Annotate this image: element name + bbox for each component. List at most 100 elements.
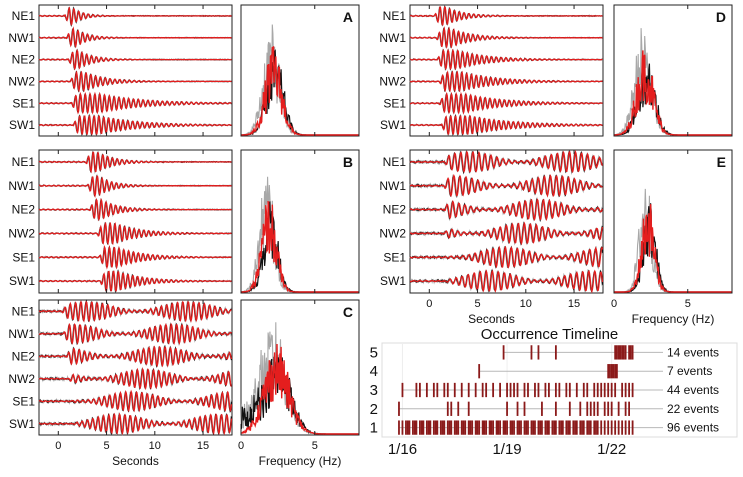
panel-letter-D: D <box>716 9 726 25</box>
spectrum-axes-frame <box>240 4 360 137</box>
trace-NW1-red <box>39 26 232 49</box>
spectrum-red <box>241 46 359 136</box>
trace-NE2-red <box>38 48 232 71</box>
x-tick-label: 0 <box>238 440 244 452</box>
spectrum-panel-D: D <box>613 4 733 137</box>
x-axis-label: Frequency (Hz) <box>259 454 342 468</box>
trace-NE1-red <box>38 151 232 174</box>
panel-letter-C: C <box>343 304 353 320</box>
station-label-NE1: NE1 <box>12 304 36 318</box>
station-label-SE1: SE1 <box>12 250 35 264</box>
station-label-SW1: SW1 <box>9 417 35 431</box>
timeline-count-label: 7 events <box>667 364 712 378</box>
trace-NW2-red <box>409 221 604 246</box>
station-label-NW2: NW2 <box>8 74 35 88</box>
waveform-panel-E: NE1 NW1 NE2 NW2 SE1 SW1 0 5 10 15 Seconds <box>379 149 604 326</box>
trace-SW1-red <box>38 412 233 436</box>
station-label-NW1: NW1 <box>379 31 406 45</box>
x-axis-label: Seconds <box>468 312 515 326</box>
waveform-panel-A: NE1 NW1 NE2 NW2 SE1 SW1 <box>8 4 233 137</box>
timeline-count-label: 44 events <box>667 383 719 397</box>
timeline-row-label-1: 1 <box>370 420 378 437</box>
trace-NW1-red <box>38 322 233 346</box>
x-tick-label: 15 <box>197 440 209 452</box>
timeline-count-label: 96 events <box>667 421 719 435</box>
trace-NE2-red <box>409 48 603 71</box>
station-label-NW1: NW1 <box>8 179 35 193</box>
spectrum-red <box>614 204 732 293</box>
x-tick-label: 5 <box>312 440 318 452</box>
station-label-NW1: NW1 <box>8 327 35 341</box>
station-label-SE1: SE1 <box>383 250 406 264</box>
occurrence-timeline: Occurrence Timeline 1/16 1/19 1/22 5 14 event… <box>370 326 738 458</box>
waveform-axes-frame <box>38 4 233 137</box>
trace-SE1-red <box>409 245 604 269</box>
trace-NW2-red <box>38 367 232 391</box>
spectrum-red <box>240 200 359 293</box>
waveform-axes-frame <box>409 4 604 137</box>
trace-SE1-red <box>38 389 233 413</box>
station-label-NE2: NE2 <box>383 53 407 67</box>
trace-NE1-red <box>409 149 604 174</box>
spectrum-panel-B: B <box>240 149 360 294</box>
station-label-NW2: NW2 <box>8 226 35 240</box>
timeline-row-label-4: 4 <box>370 363 378 380</box>
station-label-SW1: SW1 <box>380 118 406 132</box>
station-label-SW1: SW1 <box>9 274 35 288</box>
spectrum-red <box>240 343 359 435</box>
station-label-NE1: NE1 <box>12 155 36 169</box>
timeline-count-label: 22 events <box>667 402 719 416</box>
trace-NW2-red <box>38 70 232 93</box>
station-label-NW1: NW1 <box>379 179 406 193</box>
panel-letter-B: B <box>343 154 353 170</box>
x-tick-label: 10 <box>520 298 532 310</box>
x-tick-label: 0 <box>55 440 61 452</box>
x-tick-label: 5 <box>103 440 109 452</box>
spectrum-axes-frame <box>240 149 360 294</box>
trace-NE2-red <box>39 345 233 368</box>
spectrum-panel-E: 0 5 Frequency (Hz) E <box>611 149 733 326</box>
waveform-panel-C: NE1 NW1 NE2 NW2 SE1 SW1 0 5 10 15 Seconds <box>8 299 233 468</box>
x-tick-label: 5 <box>685 298 691 310</box>
trace-SE1-red <box>409 91 603 115</box>
trace-NW1-red <box>409 26 603 49</box>
timeline-title: Occurrence Timeline <box>481 326 619 343</box>
station-label-NE1: NE1 <box>383 9 407 23</box>
station-label-NE2: NE2 <box>383 203 407 217</box>
x-axis-label: Seconds <box>112 454 159 468</box>
x-axis-label: Frequency (Hz) <box>632 312 715 326</box>
station-label-NW2: NW2 <box>8 372 35 386</box>
trace-SW1-red <box>409 269 604 294</box>
waveform-axes-frame <box>409 149 604 294</box>
timeline-date-label: 1/19 <box>492 441 521 458</box>
trace-NW2-red <box>38 221 232 246</box>
station-label-NW1: NW1 <box>8 31 35 45</box>
x-tick-label: 0 <box>426 298 432 310</box>
x-tick-label: 15 <box>568 298 580 310</box>
panel-letter-A: A <box>343 9 353 25</box>
waveform-axes-frame <box>38 299 233 436</box>
trace-NE1-red <box>409 6 603 26</box>
station-label-NW2: NW2 <box>379 74 406 88</box>
timeline-date-label: 1/16 <box>388 441 417 458</box>
station-label-SE1: SE1 <box>383 96 406 110</box>
trace-SW1-red <box>38 270 232 292</box>
timeline-count-label: 14 events <box>667 345 719 359</box>
station-label-SE1: SE1 <box>12 96 35 110</box>
waveform-panel-D: NE1 NW1 NE2 NW2 SE1 SW1 <box>379 4 604 137</box>
spectrum-axes-frame <box>613 149 733 294</box>
timeline-row-label-2: 2 <box>370 401 378 418</box>
trace-NE2-red <box>38 197 232 222</box>
trace-SE1-red <box>39 91 232 115</box>
station-label-NE2: NE2 <box>12 349 36 363</box>
station-label-SW1: SW1 <box>380 274 406 288</box>
trace-NW1-red <box>38 175 232 199</box>
spectrum-red <box>614 50 732 136</box>
timeline-row-label-3: 3 <box>370 382 378 399</box>
station-label-NE1: NE1 <box>12 9 36 23</box>
waveform-panel-B: NE1 NW1 NE2 NW2 SE1 SW1 <box>8 149 233 294</box>
trace-SE1-red <box>39 244 232 270</box>
x-tick-label: 10 <box>149 440 161 452</box>
station-label-NE1: NE1 <box>383 155 407 169</box>
